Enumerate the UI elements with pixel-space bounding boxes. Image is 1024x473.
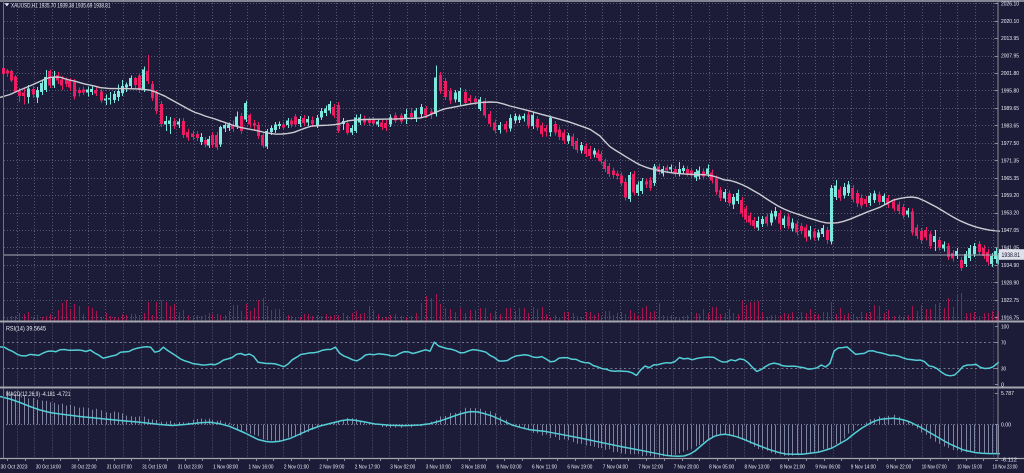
svg-text:1965.35: 1965.35 bbox=[1001, 176, 1019, 182]
svg-text:1916.75: 1916.75 bbox=[1001, 315, 1019, 321]
svg-text:10 Nov 07:00: 10 Nov 07:00 bbox=[922, 465, 947, 471]
svg-text:9 Nov 06:00: 9 Nov 06:00 bbox=[815, 465, 840, 471]
svg-text:2 Nov 09:00: 2 Nov 09:00 bbox=[319, 465, 344, 471]
svg-text:1941.05: 1941.05 bbox=[1001, 246, 1019, 252]
svg-text:9 Nov 14:00: 9 Nov 14:00 bbox=[851, 465, 876, 471]
svg-text:1977.50: 1977.50 bbox=[1001, 141, 1019, 147]
svg-text:1947.05: 1947.05 bbox=[1001, 228, 1019, 234]
svg-text:30 Oct 14:00: 30 Oct 14:00 bbox=[36, 465, 61, 471]
svg-text:7 Nov 04:00: 7 Nov 04:00 bbox=[603, 465, 628, 471]
svg-text:6 Nov 19:00: 6 Nov 19:00 bbox=[567, 465, 592, 471]
svg-text:100: 100 bbox=[1001, 325, 1009, 331]
svg-text:6 Nov 11:00: 6 Nov 11:00 bbox=[532, 465, 557, 471]
svg-text:1 Nov 16:00: 1 Nov 16:00 bbox=[249, 465, 274, 471]
svg-text:5.787: 5.787 bbox=[1001, 391, 1014, 397]
svg-text:8 Nov 05:00: 8 Nov 05:00 bbox=[709, 465, 734, 471]
svg-text:2013.95: 2013.95 bbox=[1001, 36, 1019, 42]
svg-text:0: 0 bbox=[1001, 383, 1004, 389]
svg-text:2 Nov 17:00: 2 Nov 17:00 bbox=[355, 465, 380, 471]
svg-text:2001.80: 2001.80 bbox=[1001, 71, 1019, 77]
svg-text:10 Nov 23:00: 10 Nov 23:00 bbox=[993, 465, 1018, 471]
svg-text:2007.95: 2007.95 bbox=[1001, 54, 1019, 60]
svg-text:30 Oct 2023: 30 Oct 2023 bbox=[1, 465, 28, 471]
svg-text:RSI(14) 39.5645: RSI(14) 39.5645 bbox=[6, 325, 46, 332]
svg-text:31 Oct 07:00: 31 Oct 07:00 bbox=[107, 465, 132, 471]
svg-text:1989.65: 1989.65 bbox=[1001, 106, 1019, 112]
svg-text:8 Nov 13:00: 8 Nov 13:00 bbox=[745, 465, 770, 471]
svg-text:1922.75: 1922.75 bbox=[1001, 298, 1019, 304]
svg-text:2 Nov 01:00: 2 Nov 01:00 bbox=[284, 465, 309, 471]
svg-text:30 Oct 22:00: 30 Oct 22:00 bbox=[71, 465, 96, 471]
svg-text:31 Oct 15:00: 31 Oct 15:00 bbox=[142, 465, 167, 471]
svg-text:3 Nov 02:00: 3 Nov 02:00 bbox=[390, 465, 415, 471]
svg-text:1971.35: 1971.35 bbox=[1001, 158, 1019, 164]
svg-text:3 Nov 10:00: 3 Nov 10:00 bbox=[426, 465, 451, 471]
svg-text:1938.81: 1938.81 bbox=[1002, 253, 1021, 259]
svg-text:7 Nov 12:00: 7 Nov 12:00 bbox=[638, 465, 663, 471]
svg-text:1995.80: 1995.80 bbox=[1001, 89, 1019, 95]
svg-text:30: 30 bbox=[1001, 367, 1006, 373]
svg-text:1983.65: 1983.65 bbox=[1001, 124, 1019, 130]
svg-text:3 Nov 18:00: 3 Nov 18:00 bbox=[461, 465, 486, 471]
svg-text:-6.112: -6.112 bbox=[1001, 458, 1017, 464]
svg-text:0.00: 0.00 bbox=[1001, 423, 1011, 429]
svg-text:MACD(12,26,9) -4.181 -4.721: MACD(12,26,9) -4.181 -4.721 bbox=[6, 391, 71, 398]
svg-text:1959.20: 1959.20 bbox=[1001, 193, 1019, 199]
svg-text:70: 70 bbox=[1001, 341, 1006, 347]
svg-text:31 Oct 23:00: 31 Oct 23:00 bbox=[178, 465, 203, 471]
svg-text:1928.90: 1928.90 bbox=[1001, 281, 1019, 287]
svg-text:10 Nov 15:00: 10 Nov 15:00 bbox=[957, 465, 982, 471]
svg-text:XAUUSD,H1 1935.70 1939.38 193: XAUUSD,H1 1935.70 1939.38 1935.69 1938.8… bbox=[11, 3, 111, 10]
svg-text:2020.10: 2020.10 bbox=[1001, 19, 1019, 25]
svg-text:1934.90: 1934.90 bbox=[1001, 263, 1019, 269]
svg-text:7 Nov 20:00: 7 Nov 20:00 bbox=[674, 465, 699, 471]
svg-text:1953.20: 1953.20 bbox=[1001, 211, 1019, 217]
svg-text:8 Nov 21:00: 8 Nov 21:00 bbox=[780, 465, 805, 471]
svg-text:2026.10: 2026.10 bbox=[1001, 1, 1019, 7]
svg-text:9 Nov 22:00: 9 Nov 22:00 bbox=[886, 465, 911, 471]
svg-text:1 Nov 08:00: 1 Nov 08:00 bbox=[213, 465, 238, 471]
svg-text:6 Nov 03:00: 6 Nov 03:00 bbox=[497, 465, 522, 471]
